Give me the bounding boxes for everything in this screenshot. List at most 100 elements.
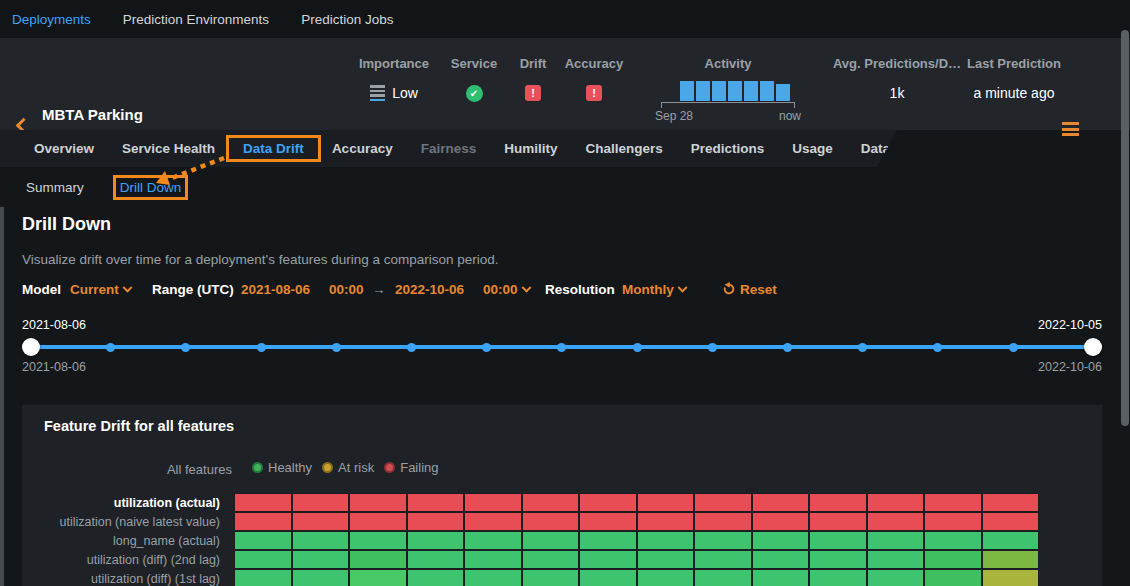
slider-end-handle[interactable] [1084, 338, 1102, 356]
drift-cell[interactable] [809, 493, 867, 512]
hamburger-menu-icon[interactable] [1062, 122, 1079, 136]
drift-cell[interactable] [982, 569, 1040, 586]
drift-cell[interactable] [867, 550, 925, 569]
drift-cell[interactable] [809, 569, 867, 586]
drift-cell[interactable] [234, 569, 292, 586]
drift-cell[interactable] [464, 531, 522, 550]
range-end-time[interactable]: 00:00 [483, 282, 530, 297]
range-start-time[interactable]: 00:00 [329, 282, 364, 297]
heatmap-row-label[interactable]: utilization (diff) (1st lag) [22, 572, 234, 586]
drift-cell[interactable] [809, 531, 867, 550]
drift-cell[interactable] [234, 493, 292, 512]
tab-settings[interactable]: Settings [951, 138, 1032, 159]
drift-cell[interactable] [982, 512, 1040, 531]
tab-data-export[interactable]: Data Export [847, 138, 951, 159]
drift-cell[interactable] [407, 512, 465, 531]
drift-cell[interactable] [579, 493, 637, 512]
drift-cell[interactable] [464, 512, 522, 531]
drift-cell[interactable] [464, 493, 522, 512]
left-scrollbar[interactable] [0, 207, 4, 586]
tab-challengers[interactable]: Challengers [571, 138, 676, 159]
tab-predictions[interactable]: Predictions [677, 138, 779, 159]
drift-cell[interactable] [867, 493, 925, 512]
drift-cell[interactable] [292, 493, 350, 512]
drift-cell[interactable] [522, 531, 580, 550]
drift-cell[interactable] [924, 512, 982, 531]
drift-cell[interactable] [637, 512, 695, 531]
reset-button[interactable]: Reset [722, 282, 777, 297]
subnav-item-drill-down[interactable]: Drill Down [116, 178, 186, 197]
drift-cell[interactable] [637, 493, 695, 512]
drift-cell[interactable] [349, 550, 407, 569]
subnav-item-summary[interactable]: Summary [22, 178, 88, 197]
drift-cell[interactable] [752, 493, 810, 512]
drift-cell[interactable] [349, 493, 407, 512]
drift-cell[interactable] [637, 531, 695, 550]
drift-cell[interactable] [924, 550, 982, 569]
drift-cell[interactable] [464, 550, 522, 569]
drift-cell[interactable] [464, 569, 522, 586]
topnav-item-prediction-environments[interactable]: Prediction Environments [123, 12, 269, 27]
drift-cell[interactable] [579, 550, 637, 569]
tab-accuracy[interactable]: Accuracy [318, 138, 407, 159]
drift-cell[interactable] [637, 569, 695, 586]
drift-cell[interactable] [234, 512, 292, 531]
drift-cell[interactable] [407, 569, 465, 586]
drift-cell[interactable] [349, 569, 407, 586]
drift-cell[interactable] [752, 569, 810, 586]
tab-humility[interactable]: Humility [490, 138, 571, 159]
drift-cell[interactable] [637, 550, 695, 569]
topnav-item-deployments[interactable]: Deployments [12, 12, 91, 27]
drift-cell[interactable] [522, 550, 580, 569]
heatmap-row-label[interactable]: utilization (diff) (2nd lag) [22, 553, 234, 567]
drift-cell[interactable] [407, 531, 465, 550]
drift-cell[interactable] [694, 512, 752, 531]
drift-cell[interactable] [522, 512, 580, 531]
tab-service-health[interactable]: Service Health [108, 138, 229, 159]
drift-cell[interactable] [292, 512, 350, 531]
drift-cell[interactable] [349, 512, 407, 531]
drift-cell[interactable] [407, 493, 465, 512]
drift-cell[interactable] [809, 550, 867, 569]
tab-fairness[interactable]: Fairness [407, 138, 491, 159]
heatmap-row-label[interactable]: utilization (actual) [22, 496, 234, 510]
tab-data-drift[interactable]: Data Drift [229, 138, 318, 159]
drift-cell[interactable] [579, 512, 637, 531]
drift-cell[interactable] [292, 569, 350, 586]
drift-cell[interactable] [694, 493, 752, 512]
drift-cell[interactable] [982, 550, 1040, 569]
drift-cell[interactable] [752, 550, 810, 569]
drift-cell[interactable] [694, 569, 752, 586]
drift-cell[interactable] [579, 531, 637, 550]
drift-cell[interactable] [579, 569, 637, 586]
slider-start-handle[interactable] [22, 338, 40, 356]
drift-cell[interactable] [982, 493, 1040, 512]
heatmap-row-label[interactable]: utilization (naive latest value) [22, 515, 234, 529]
drift-cell[interactable] [234, 550, 292, 569]
drift-cell[interactable] [924, 569, 982, 586]
drift-cell[interactable] [407, 550, 465, 569]
drift-cell[interactable] [522, 493, 580, 512]
drift-cell[interactable] [867, 512, 925, 531]
drift-cell[interactable] [292, 531, 350, 550]
drift-cell[interactable] [982, 531, 1040, 550]
resolution-select[interactable]: Monthly [622, 282, 686, 297]
range-start-date[interactable]: 2021-08-06 [241, 282, 310, 297]
drift-cell[interactable] [867, 569, 925, 586]
drift-cell[interactable] [752, 512, 810, 531]
heatmap-row-label[interactable]: long_name (actual) [22, 534, 234, 548]
right-scrollbar-thumb[interactable] [1121, 30, 1129, 426]
drift-cell[interactable] [752, 531, 810, 550]
tab-usage[interactable]: Usage [778, 138, 847, 159]
drift-cell[interactable] [234, 531, 292, 550]
range-end-date[interactable]: 2022-10-06 [395, 282, 464, 297]
tab-overview[interactable]: Overview [20, 138, 108, 159]
drift-cell[interactable] [292, 550, 350, 569]
drift-cell[interactable] [694, 531, 752, 550]
drift-cell[interactable] [867, 531, 925, 550]
topnav-item-prediction-jobs[interactable]: Prediction Jobs [301, 12, 393, 27]
drift-cell[interactable] [924, 531, 982, 550]
drift-cell[interactable] [349, 531, 407, 550]
model-select[interactable]: Current [70, 282, 131, 297]
drift-cell[interactable] [694, 550, 752, 569]
